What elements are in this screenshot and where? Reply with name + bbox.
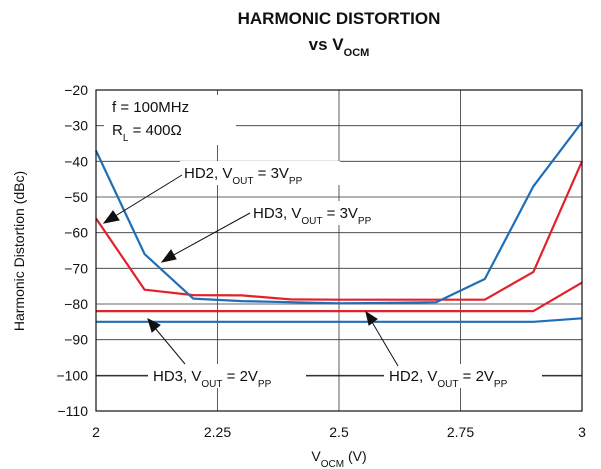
x-tick-label: 3 <box>578 424 586 440</box>
annotation-arrows <box>96 174 582 377</box>
chart-title: HARMONIC DISTORTION <box>238 9 441 28</box>
label-bg-hd2-2vpp <box>384 364 542 388</box>
chart-subtitle: vs VOCM <box>309 35 370 59</box>
series-line-hd3-3vpp <box>95 121 583 305</box>
label-bg-hd3-2vpp <box>148 364 306 388</box>
condition-load: RL = 400Ω <box>112 122 182 144</box>
y-tick-label: −60 <box>64 225 88 241</box>
y-tick-label: −90 <box>64 332 88 348</box>
y-tick-label: −20 <box>64 82 88 98</box>
series-label-hd3-3vpp: HD3, VOUT = 3VPP <box>253 205 372 227</box>
x-tick-label: 2.5 <box>329 424 349 440</box>
y-tick-label: −80 <box>64 296 88 312</box>
series-line-hd3-2vpp <box>96 317 583 323</box>
y-tick-label: −50 <box>64 189 88 205</box>
y-tick-label: −70 <box>64 260 88 276</box>
arrow-hd2-3vpp-head <box>102 210 120 224</box>
series-label-hd2-2vpp: HD2, VOUT = 2VPP <box>389 368 508 390</box>
plot-frame <box>95 89 583 412</box>
x-axis-label: VOCM (V) <box>311 448 366 469</box>
x-tick-label: 2 <box>92 424 100 440</box>
y-ticks: −20 −30 −40 −50 −60 −70 −80 −90 −100 −110 <box>56 82 88 419</box>
condition-frequency: f = 100MHz <box>112 99 189 116</box>
arrow-hd2-3vpp-line <box>111 174 183 219</box>
y-tick-label: −100 <box>56 367 88 383</box>
arrow-hd3-3vpp-line <box>169 212 251 258</box>
y-axis-label: Harmonic Distortion (dBc) <box>11 171 27 331</box>
series-lines <box>95 121 584 323</box>
arrow-hd3-3vpp-head <box>160 249 177 263</box>
arrow-hd3-2vpp-head <box>147 318 161 333</box>
conditions-box <box>104 95 236 145</box>
label-bg-hd2-3vpp <box>180 161 340 185</box>
x-tick-label: 2.25 <box>204 424 231 440</box>
y-tick-label: −40 <box>64 153 88 169</box>
y-tick-label: −110 <box>58 403 89 419</box>
series-line-hd2-3vpp <box>95 160 584 301</box>
series-label-hd2-3vpp: HD2, VOUT = 3VPP <box>184 165 303 187</box>
series-line-hd2-2vpp <box>96 281 583 313</box>
series-label-hd3-2vpp: HD3, VOUT = 2VPP <box>153 368 272 390</box>
arrow-hd2-2vpp-head <box>365 310 378 326</box>
arrow-hd3-2vpp-line <box>154 327 186 365</box>
y-tick-label: −30 <box>64 118 88 134</box>
arrow-hd2-2vpp-line <box>371 321 399 367</box>
label-bg-hd3-3vpp <box>248 201 410 225</box>
x-tick-label: 2.75 <box>447 424 474 440</box>
x-ticks: 2 2.25 2.5 2.75 3 <box>92 424 586 440</box>
